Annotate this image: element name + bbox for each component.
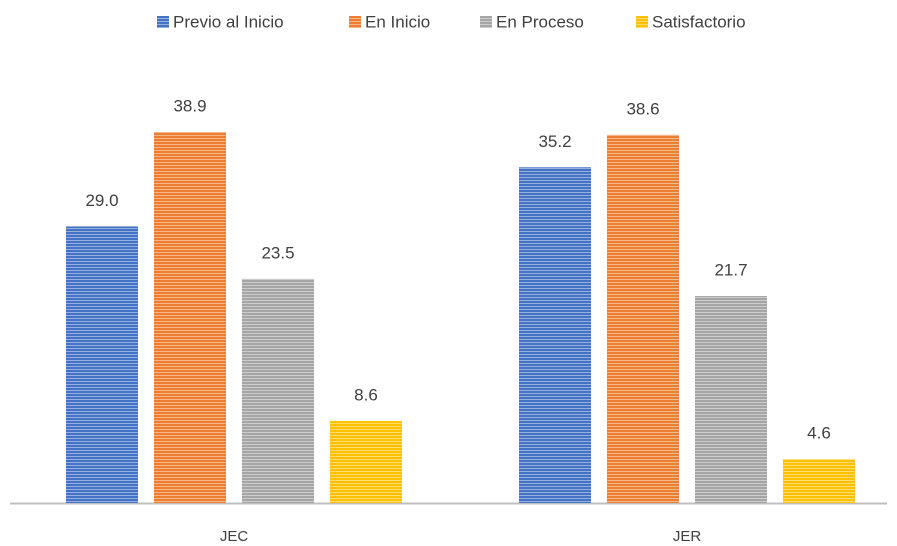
- legend-label: En Inicio: [365, 12, 430, 31]
- x-tick-label: JEC: [220, 528, 249, 545]
- legend-swatch: [636, 16, 648, 28]
- bar: [154, 132, 226, 503]
- value-label: 29.0: [85, 191, 118, 210]
- legend-swatch: [157, 16, 169, 28]
- legend-swatch: [480, 16, 492, 28]
- value-label: 38.9: [173, 96, 206, 115]
- bar: [242, 278, 314, 503]
- legend-label: Satisfactorio: [652, 12, 746, 31]
- value-label: 8.6: [354, 385, 378, 404]
- value-label: 4.6: [807, 424, 831, 443]
- bar: [519, 167, 591, 504]
- bar: [330, 420, 402, 503]
- legend-label: En Proceso: [496, 12, 584, 31]
- x-tick-label: JER: [673, 528, 702, 545]
- value-label: 38.6: [626, 99, 659, 118]
- legend-swatch: [349, 16, 361, 28]
- value-label: 35.2: [538, 132, 571, 151]
- value-label: 23.5: [261, 243, 294, 262]
- bar: [66, 226, 138, 504]
- value-label: 21.7: [714, 261, 747, 280]
- bar: [695, 296, 767, 503]
- bar: [607, 134, 679, 503]
- legend-label: Previo al Inicio: [173, 12, 284, 31]
- bar: [783, 459, 855, 503]
